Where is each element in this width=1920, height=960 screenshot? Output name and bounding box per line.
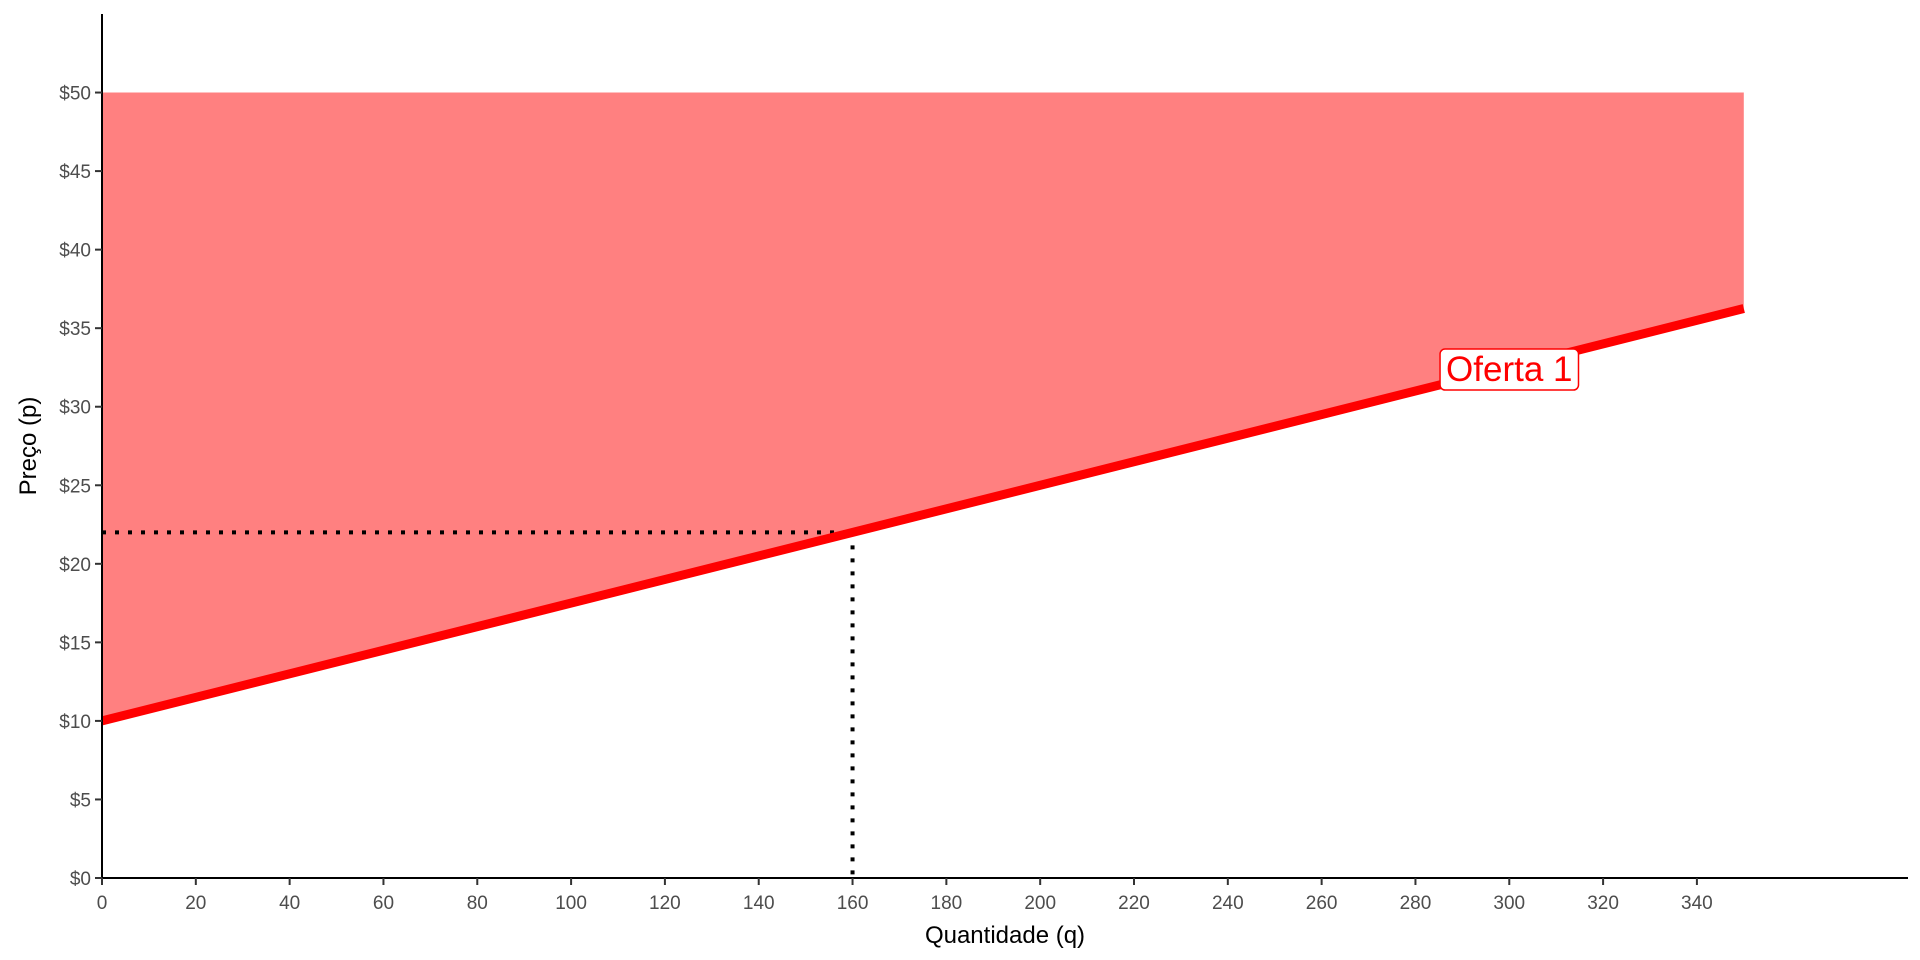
y-tick-label: $45 xyxy=(59,162,91,183)
series-label-oferta-1: Oferta 1 xyxy=(1439,348,1580,391)
y-tick-label: $15 xyxy=(59,633,91,654)
x-tick-label: 340 xyxy=(1681,893,1713,914)
y-tick-label: $25 xyxy=(59,476,91,497)
y-tick-label: $5 xyxy=(70,790,91,811)
x-tick-label: 260 xyxy=(1306,893,1338,914)
y-tick-label: $35 xyxy=(59,319,91,340)
x-axis-title: Quantidade (q) xyxy=(925,922,1085,949)
x-tick-label: 300 xyxy=(1493,893,1525,914)
x-tick-label: 320 xyxy=(1587,893,1619,914)
series-label-text: Oferta 1 xyxy=(1446,350,1572,389)
x-tick-label: 180 xyxy=(931,893,963,914)
x-tick-label: 100 xyxy=(555,893,587,914)
x-tick-label: 120 xyxy=(649,893,681,914)
y-tick-label: $10 xyxy=(59,712,91,733)
y-tick-label: $20 xyxy=(59,555,91,576)
x-tick-label: 240 xyxy=(1212,893,1244,914)
shaded-area xyxy=(102,92,1744,721)
x-tick-label: 140 xyxy=(743,893,775,914)
x-tick-label: 20 xyxy=(185,893,206,914)
y-tick-label: $0 xyxy=(70,869,91,890)
x-tick-label: 220 xyxy=(1118,893,1150,914)
x-tick-label: 160 xyxy=(837,893,869,914)
y-axis-title: Preço (p) xyxy=(15,397,42,496)
x-tick-label: 40 xyxy=(279,893,300,914)
x-tick-label: 80 xyxy=(467,893,488,914)
series-label-box xyxy=(1439,348,1580,391)
y-tick-label: $50 xyxy=(59,84,91,105)
x-tick-label: 60 xyxy=(373,893,394,914)
x-tick-label: 280 xyxy=(1400,893,1432,914)
y-tick-label: $40 xyxy=(59,241,91,262)
x-tick-label: 200 xyxy=(1024,893,1056,914)
y-tick-label: $30 xyxy=(59,398,91,419)
x-tick-label: 0 xyxy=(97,893,108,914)
